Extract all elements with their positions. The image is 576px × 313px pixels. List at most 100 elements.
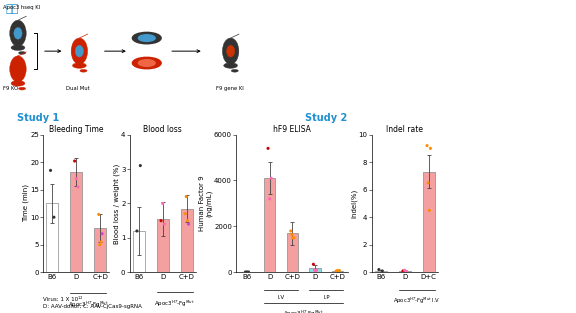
Point xyxy=(378,269,387,274)
Point xyxy=(335,268,344,273)
Y-axis label: Time (min): Time (min) xyxy=(22,184,29,223)
Point xyxy=(374,267,384,272)
Point xyxy=(332,268,342,273)
Point xyxy=(265,196,274,201)
Circle shape xyxy=(132,57,161,69)
Point xyxy=(288,235,297,240)
Point xyxy=(289,235,298,240)
Circle shape xyxy=(80,69,87,72)
Bar xyxy=(374,271,386,272)
Text: Apoc3$^{HT}$-Fg$^{Mut}$: Apoc3$^{HT}$-Fg$^{Mut}$ xyxy=(154,299,195,309)
Point xyxy=(181,194,191,199)
Point xyxy=(263,146,272,151)
Point xyxy=(312,268,321,273)
Point xyxy=(70,158,79,163)
Circle shape xyxy=(18,87,26,90)
Bar xyxy=(399,271,411,272)
Point xyxy=(311,269,320,274)
Point xyxy=(71,176,81,181)
Bar xyxy=(287,233,298,272)
Ellipse shape xyxy=(10,56,26,82)
Title: Blood loss: Blood loss xyxy=(143,125,182,134)
Ellipse shape xyxy=(14,28,22,39)
Circle shape xyxy=(18,52,26,54)
Point xyxy=(400,268,409,273)
Bar xyxy=(157,219,169,272)
Title: Bleeding Time: Bleeding Time xyxy=(49,125,104,134)
Point xyxy=(183,218,192,223)
Text: 개요: 개요 xyxy=(6,3,19,13)
Ellipse shape xyxy=(226,45,235,57)
Point xyxy=(136,163,145,168)
Ellipse shape xyxy=(71,38,88,64)
Point xyxy=(310,268,319,273)
Point xyxy=(422,143,431,148)
Circle shape xyxy=(11,81,25,86)
Text: Study 1: Study 1 xyxy=(17,112,59,122)
Point xyxy=(426,146,435,151)
Point xyxy=(423,180,433,185)
Ellipse shape xyxy=(222,38,239,64)
Title: Indel rate: Indel rate xyxy=(386,125,423,134)
Point xyxy=(73,184,82,189)
Point xyxy=(243,269,252,275)
Ellipse shape xyxy=(75,45,84,57)
Point xyxy=(97,231,107,236)
Point xyxy=(180,211,190,216)
Point xyxy=(96,239,105,244)
Point xyxy=(132,228,142,233)
Circle shape xyxy=(11,45,25,50)
Y-axis label: Human Factor 9
(ng/mL): Human Factor 9 (ng/mL) xyxy=(199,176,213,231)
Bar xyxy=(264,178,275,272)
Circle shape xyxy=(138,35,155,41)
Point xyxy=(334,269,343,274)
Point xyxy=(50,215,59,220)
Y-axis label: Blood loss / weight (%): Blood loss / weight (%) xyxy=(113,163,120,244)
Point xyxy=(399,269,408,274)
Bar xyxy=(309,268,321,272)
Point xyxy=(286,228,295,233)
Text: Study 2: Study 2 xyxy=(305,112,347,122)
Circle shape xyxy=(223,63,237,68)
Text: F9 KO: F9 KO xyxy=(3,86,18,91)
Point xyxy=(425,208,434,213)
Point xyxy=(332,269,341,274)
Circle shape xyxy=(73,63,86,68)
Point xyxy=(46,168,55,173)
Bar xyxy=(70,172,82,272)
Point xyxy=(158,201,167,206)
Point xyxy=(94,212,103,217)
Text: I.V: I.V xyxy=(278,295,285,300)
Bar xyxy=(132,231,145,272)
Circle shape xyxy=(231,69,238,72)
Circle shape xyxy=(138,60,155,66)
Text: Dual Mut: Dual Mut xyxy=(66,86,90,91)
Point xyxy=(287,232,297,237)
Point xyxy=(95,242,104,247)
Bar xyxy=(94,228,107,272)
Text: Apoc3 hseq KI: Apoc3 hseq KI xyxy=(3,5,40,10)
Ellipse shape xyxy=(10,20,26,46)
Point xyxy=(309,262,318,267)
Point xyxy=(401,269,411,274)
Point xyxy=(184,222,193,227)
Point xyxy=(241,269,250,275)
Point xyxy=(244,269,253,275)
Text: Apoc3$^{HT}$-Fg$^{Mut}$ I.V: Apoc3$^{HT}$-Fg$^{Mut}$ I.V xyxy=(393,296,441,306)
Circle shape xyxy=(132,32,161,44)
Text: I.P: I.P xyxy=(323,295,329,300)
Title: hF9 ELISA: hF9 ELISA xyxy=(274,125,311,134)
Point xyxy=(267,176,276,181)
Text: Virus: 1 X 10¹²
D: AAV-donor, C: AAV-CjCas9-sgRNA: Virus: 1 X 10¹² D: AAV-donor, C: AAV-CjC… xyxy=(43,297,142,309)
Bar xyxy=(332,271,343,272)
Text: F9 gene KI: F9 gene KI xyxy=(215,86,244,91)
Text: Apoc3$^{HT}$-Fg$^{Mut}$: Apoc3$^{HT}$-Fg$^{Mut}$ xyxy=(283,309,324,313)
Y-axis label: Indel(%): Indel(%) xyxy=(350,189,357,218)
Point xyxy=(160,222,169,227)
Bar xyxy=(423,172,435,272)
Point xyxy=(242,269,251,275)
Bar xyxy=(181,208,193,272)
Text: Apoc3$^{HT}$-Fg$^{Mut}$: Apoc3$^{HT}$-Fg$^{Mut}$ xyxy=(68,300,109,310)
Bar xyxy=(46,203,58,272)
Point xyxy=(157,218,166,223)
